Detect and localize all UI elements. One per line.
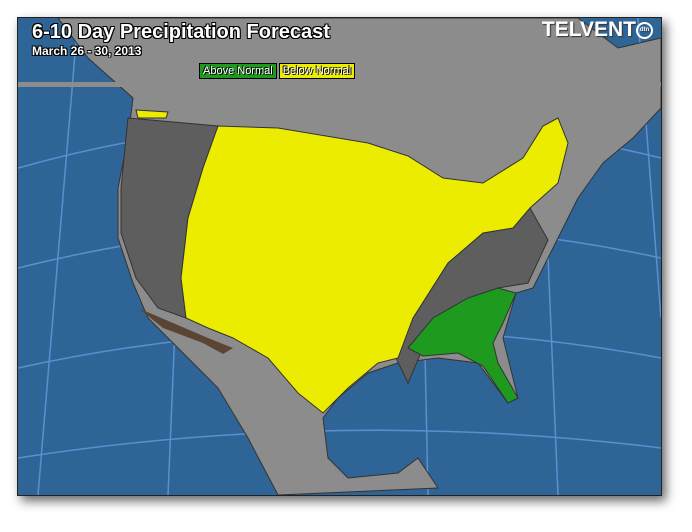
date-range: March 26 - 30, 2013 bbox=[32, 44, 142, 58]
region-below-normal bbox=[180, 117, 569, 414]
logo-text: TELVENT bbox=[541, 18, 636, 41]
legend-below-normal: Below Normal bbox=[278, 63, 356, 79]
telvent-logo: TELVENT dtn bbox=[542, 18, 653, 42]
legend: Above Normal Below Normal bbox=[199, 63, 356, 79]
forecast-map-frame: 6-10 Day Precipitation Forecast March 26… bbox=[17, 17, 662, 496]
region-mexico-border-dark bbox=[138, 308, 233, 354]
dtn-badge-icon: dtn bbox=[636, 21, 653, 39]
precipitation-map bbox=[18, 18, 661, 495]
region-below-normal-northwest bbox=[135, 109, 169, 119]
map-title: 6-10 Day Precipitation Forecast bbox=[32, 21, 330, 43]
region-above-normal bbox=[407, 287, 519, 404]
header-divider bbox=[18, 82, 661, 87]
legend-above-normal: Above Normal bbox=[199, 63, 277, 79]
